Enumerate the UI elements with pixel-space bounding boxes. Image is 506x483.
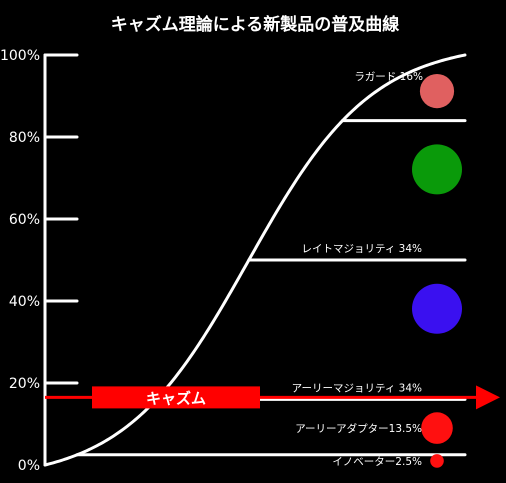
adopter-segments: イノベーター2.5% アーリーアダプター13.5% アーリーマジョリティ 34% レイ… [75, 71, 467, 468]
segment-dot [430, 454, 444, 468]
segment-label: レイトマジョリティ 34% [301, 243, 422, 255]
segment-dot [412, 283, 462, 334]
chasm-marker: キャズム [45, 385, 500, 410]
chart-title: キャズム理論による新製品の普及曲線 [111, 14, 400, 35]
y-tick-label: 100% [0, 48, 40, 64]
segment-dot [421, 412, 453, 444]
y-tick-label: 0% [18, 458, 40, 474]
segment-label: アーリーアダプター13.5% [295, 422, 422, 435]
chasm-label: キャズム [146, 389, 206, 407]
segment-dot [419, 74, 455, 109]
y-tick-label: 80% [9, 130, 40, 146]
diffusion-curve [43, 53, 467, 467]
segment-label: イノベーター2.5% [332, 456, 422, 468]
y-tick-label: 20% [9, 376, 40, 392]
chasm-box [92, 386, 260, 409]
y-tick-label: 40% [9, 294, 40, 310]
segment-label: ラガード 16% [354, 71, 423, 83]
segment-dot [412, 144, 462, 195]
y-tick-label: 60% [9, 212, 40, 228]
segment-label: アーリーマジョリティ 34% [292, 382, 422, 394]
y-axis-ticks: 0% 20% 40% 60% 80% 100% [0, 48, 79, 474]
